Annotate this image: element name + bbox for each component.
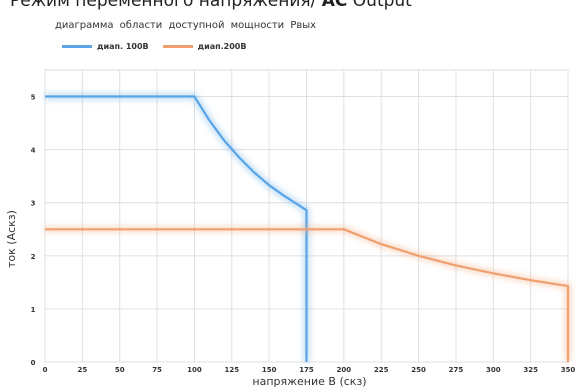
y-tick-label: 2 bbox=[31, 253, 36, 261]
y-tick-label: 3 bbox=[31, 200, 36, 208]
x-tick-label: 100 bbox=[187, 366, 202, 374]
x-tick-label: 200 bbox=[337, 366, 352, 374]
chart-grid bbox=[44, 69, 569, 363]
legend-item-100v: диап. 100В bbox=[62, 42, 149, 51]
chart-legend: диап. 100В диап.200В bbox=[62, 42, 260, 51]
chart-title: диаграмма области доступной мощности Pвы… bbox=[55, 20, 317, 31]
y-tick-label: 0 bbox=[31, 359, 36, 367]
x-tick-label: 300 bbox=[486, 366, 501, 374]
legend-label-100v: диап. 100В bbox=[97, 42, 149, 51]
x-tick-label: 0 bbox=[43, 366, 48, 374]
chart-series bbox=[45, 93, 572, 362]
x-axis-label: напряжение В (скз) bbox=[252, 375, 367, 388]
x-tick-label: 225 bbox=[374, 366, 389, 374]
y-tick-label: 1 bbox=[31, 306, 36, 314]
x-tick-label: 350 bbox=[561, 366, 576, 374]
y-tick-label: 5 bbox=[31, 94, 36, 102]
x-tick-label: 150 bbox=[262, 366, 277, 374]
x-tick-label: 250 bbox=[411, 366, 426, 374]
page-header: Режим переменного напряжения/ AC Output bbox=[10, 0, 412, 11]
x-tick-label: 125 bbox=[224, 366, 239, 374]
y-axis-label: ток (Аскз) bbox=[5, 210, 18, 268]
x-tick-label: 325 bbox=[523, 366, 538, 374]
header-text-bold: AC bbox=[321, 0, 348, 11]
series-line-1 bbox=[45, 228, 570, 362]
legend-label-200v: диап.200В bbox=[197, 42, 247, 51]
x-tick-label: 75 bbox=[152, 366, 162, 374]
legend-swatch-100v bbox=[62, 45, 92, 48]
legend-item-200v: диап.200В bbox=[162, 42, 247, 51]
x-tick-label: 175 bbox=[299, 366, 314, 374]
series-line-0 bbox=[45, 95, 308, 362]
x-tick-label: 275 bbox=[449, 366, 464, 374]
chart-tick-labels: 0 25 50 75 100 125 150 175 200 225 250 275 300 325 350… bbox=[31, 94, 576, 374]
header-text-tail: Output bbox=[347, 0, 412, 11]
header-text-normal: Режим переменного напряжения/ bbox=[10, 0, 322, 11]
y-tick-label: 4 bbox=[31, 147, 36, 155]
legend-swatch-200v bbox=[162, 45, 193, 48]
x-tick-label: 50 bbox=[115, 366, 125, 374]
x-tick-label: 25 bbox=[77, 366, 87, 374]
